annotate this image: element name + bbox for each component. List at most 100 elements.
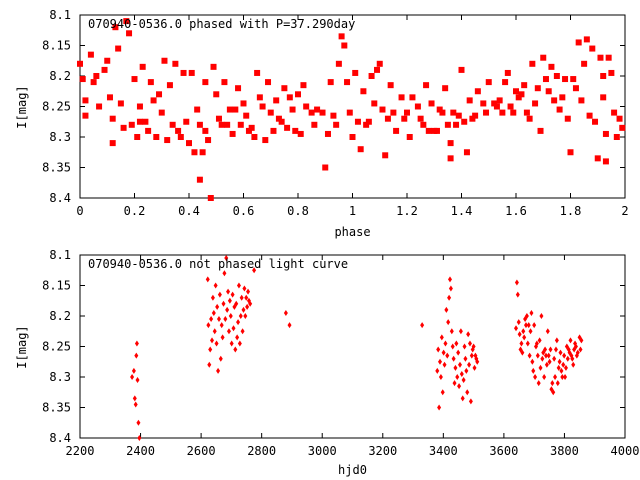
unphased-data-point: [441, 349, 446, 356]
unphased-y-tick-label: 8.35: [42, 401, 71, 415]
unphased-data-point: [438, 358, 443, 365]
unphased-data-point: [252, 267, 257, 274]
unphased-data-point: [539, 313, 544, 319]
phased-data-point: [169, 121, 176, 128]
phased-data-point: [594, 155, 601, 162]
phased-data-point: [453, 121, 460, 128]
unphased-data-point: [245, 303, 250, 310]
phased-data-point: [297, 130, 304, 137]
phased-data-point: [128, 121, 135, 128]
unphased-data-point: [283, 309, 288, 316]
phased-data-point: [597, 54, 604, 61]
phased-data-point: [327, 79, 334, 86]
unphased-y-tick-label: 8.25: [42, 340, 71, 354]
phased-data-point: [529, 60, 536, 67]
phased-data-point: [507, 103, 514, 110]
phased-data-point: [147, 79, 154, 86]
phased-data-point: [409, 94, 416, 101]
phased-data-point: [284, 124, 291, 131]
phased-data-point: [352, 69, 359, 76]
phased-data-point: [532, 100, 539, 107]
phased-data-point: [534, 85, 541, 92]
phased-data-point: [518, 91, 525, 98]
phased-data-point: [256, 94, 263, 101]
phased-data-point: [224, 121, 231, 128]
phased-data-point: [153, 134, 160, 140]
phased-data-point: [254, 69, 261, 76]
phased-data-point: [96, 103, 103, 110]
phased-data-point: [267, 109, 274, 116]
unphased-data-point: [475, 358, 480, 365]
phased-data-points: [77, 18, 626, 201]
phased-data-point: [314, 106, 321, 113]
phased-data-point: [428, 100, 435, 107]
phased-data-point: [414, 103, 421, 110]
phased-data-point: [368, 73, 375, 79]
phased-data-point: [218, 121, 225, 128]
phased-data-point: [126, 30, 133, 37]
phased-data-point: [548, 63, 555, 70]
unphased-data-point: [537, 337, 542, 344]
phased-data-point: [175, 127, 182, 134]
phased-data-point: [398, 94, 405, 101]
phased-data-point: [210, 63, 217, 70]
phased-data-point: [278, 118, 285, 125]
phased-data-point: [376, 60, 383, 67]
phased-data-point: [523, 109, 530, 116]
unphased-data-point: [436, 346, 441, 353]
unphased-data-point: [559, 367, 564, 374]
phased-data-point: [485, 79, 492, 86]
phased-data-point: [251, 134, 258, 140]
unphased-y-axis-label: I[mag]: [15, 325, 29, 368]
unphased-data-point: [552, 355, 557, 362]
unphased-data-point: [553, 346, 558, 353]
unphased-data-point: [222, 270, 227, 277]
unphased-data-point: [543, 352, 548, 359]
phased-data-point: [303, 103, 310, 110]
unphased-x-tick-label: 2800: [247, 444, 276, 458]
unphased-data-point: [456, 349, 461, 356]
phased-data-point: [93, 73, 100, 79]
unphased-data-point: [469, 352, 474, 359]
phased-y-tick-label: 8.2: [49, 69, 71, 83]
phased-data-point: [613, 134, 620, 140]
phased-data-point: [401, 115, 408, 122]
unphased-data-point: [448, 285, 453, 292]
phased-x-tick-label: 0: [76, 204, 83, 218]
unphased-y-tick-label: 8.3: [49, 370, 71, 384]
unphased-data-point: [213, 282, 218, 289]
phased-data-point: [205, 137, 212, 144]
unphased-data-point: [459, 370, 464, 377]
unphased-data-point: [462, 343, 467, 350]
phased-x-tick-label: 1.6: [505, 204, 527, 218]
unphased-data-point: [536, 380, 541, 387]
unphased-data-point: [465, 389, 470, 396]
phased-data-point: [112, 24, 119, 31]
unphased-data-point: [578, 346, 583, 353]
phased-data-point: [455, 112, 462, 119]
unphased-data-point: [517, 331, 522, 338]
unphased-y-tick-label: 8.15: [42, 279, 71, 293]
unphased-data-point: [233, 346, 238, 353]
phased-data-point: [600, 73, 607, 79]
phased-data-point: [463, 149, 470, 156]
unphased-data-point: [463, 355, 468, 362]
unphased-data-point: [468, 398, 473, 405]
phased-data-point: [354, 118, 361, 125]
phased-data-point: [82, 97, 89, 104]
unphased-data-point: [535, 352, 540, 359]
phased-data-point: [161, 57, 168, 64]
unphased-data-point: [524, 313, 529, 319]
unphased-data-point: [447, 276, 452, 283]
phased-data-point: [600, 94, 607, 101]
phased-data-point: [447, 155, 454, 162]
unphased-data-point: [206, 322, 211, 329]
phased-chart-title: 070940-0536.0 phased with P=37.290day: [88, 17, 355, 31]
phased-data-point: [87, 51, 94, 58]
unphased-data-point: [246, 288, 251, 295]
phased-data-point: [425, 127, 432, 134]
unphased-data-point: [216, 316, 221, 323]
phased-data-point: [545, 88, 552, 95]
